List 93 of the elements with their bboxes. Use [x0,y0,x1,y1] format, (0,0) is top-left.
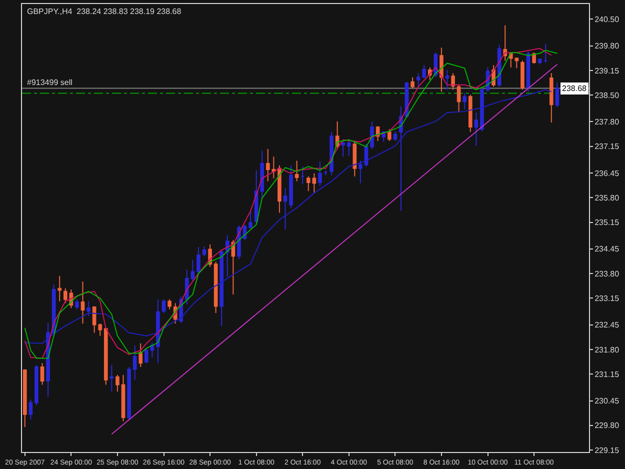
y-tick-label: 236.45 [594,168,620,178]
candlestick [358,160,362,184]
candlestick [462,92,467,110]
candlestick [306,176,310,192]
candlestick [480,87,484,132]
ref-line-label: 238.68 [562,84,588,93]
candlestick [162,298,166,314]
candlestick [440,47,444,92]
y-tick-label: 231.80 [594,345,620,354]
candlestick [40,362,44,386]
candlestick [22,368,27,428]
y-tick-label: 231.15 [594,370,620,379]
candlestick [410,76,414,88]
chart-title: GBPJPY.,H4 238.24 238.83 238.19 238.68 [27,7,182,16]
candlestick [544,43,548,63]
candlestick [445,70,450,90]
candlestick [278,164,282,214]
candlestick [422,64,426,79]
candlestick [132,344,137,380]
y-tick-label: 234.45 [594,244,620,254]
candlestick [184,269,189,305]
candlestick [289,164,293,208]
y-tick-label: 240.50 [594,14,620,24]
candlestick [456,84,461,112]
candlestick [86,300,90,317]
y-tick-label: 239.15 [594,66,620,76]
candlestick [341,139,346,158]
candlestick [272,156,276,179]
candlestick [266,148,270,182]
candlestick [370,120,374,150]
candlestick [416,72,420,88]
candlestick [58,275,62,302]
candlestick [168,298,172,310]
candlestick [92,306,96,334]
candlestick [549,72,554,123]
candlestick [190,259,195,282]
candlestick [156,298,160,364]
candlestick [514,57,519,69]
candlestick [75,298,79,310]
candlestick [127,366,131,420]
candlestick [352,141,357,177]
ref-line-label: #913499 sell [27,78,73,87]
candlestick [312,172,316,194]
candlestick [318,161,322,187]
candlestick [34,364,38,406]
y-tick-label: 237.80 [594,117,620,126]
candlestick [104,327,108,386]
candlestick [330,131,334,176]
candlestick [346,138,351,156]
candlestick [260,150,264,199]
candlestick [196,246,200,274]
y-tick-label: 229.80 [594,421,620,430]
candlestick [220,250,224,326]
y-tick-label: 229.15 [594,446,620,455]
candlestick [202,246,206,257]
candlestick [150,342,154,358]
candlestick [231,240,236,295]
y-tick-label: 235.15 [594,218,620,228]
candlestick [474,112,478,146]
candlestick [214,261,218,314]
candlestick [121,374,126,422]
candlestick [555,82,560,108]
candlestick [508,52,513,68]
candlestick [98,323,102,336]
candlestick [520,60,524,90]
candlestick [468,94,472,132]
candlestick [144,348,148,364]
candlestick [538,58,542,65]
candlestick [110,364,114,392]
candlestick [387,128,392,142]
candlestick [248,210,252,229]
candlestick [63,288,68,304]
candlestick [116,374,120,392]
candlestick [138,342,143,368]
y-tick-label: 230.45 [594,396,620,406]
candlestick [300,166,305,185]
candlestick [324,170,328,176]
y-tick-label: 237.15 [594,142,620,152]
candlestick [393,130,398,142]
candlestick [399,106,403,212]
candlestick [294,160,299,182]
y-tick-label: 233.15 [594,294,620,304]
candlestick [80,281,85,324]
y-tick-label: 233.80 [594,269,620,278]
line-series [24,89,552,344]
candlestick [28,399,33,420]
candlestick [283,188,288,230]
candlestick [503,24,508,62]
y-tick-label: 238.50 [594,90,620,100]
candlestick [451,72,455,90]
y-tick-label: 239.80 [594,42,620,51]
y-tick-label: 232.45 [594,320,620,330]
y-tick-label: 235.80 [594,193,620,202]
